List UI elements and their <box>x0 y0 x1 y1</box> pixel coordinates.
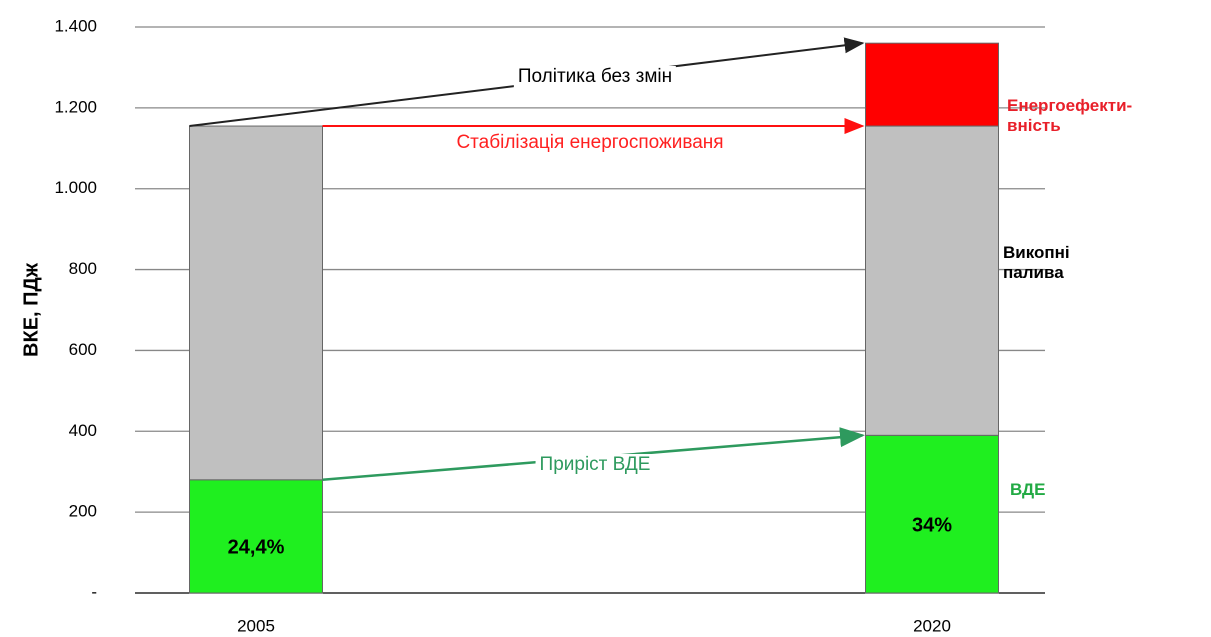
y-tick-label: 600 <box>69 340 97 359</box>
y-tick-label: - <box>91 582 97 601</box>
annotation: Політика без змін <box>513 66 677 88</box>
annotation: Приріст ВДЕ <box>535 454 655 476</box>
y-axis-label: ВКЕ, ПДж <box>20 262 42 357</box>
y-tick-label: 1.400 <box>54 16 97 35</box>
bar-segment <box>865 434 999 594</box>
y-tick-label: 1.000 <box>54 178 97 197</box>
bar-segment <box>189 125 323 481</box>
x-tick-label: 2005 <box>237 616 275 635</box>
y-tick-label: 400 <box>69 421 97 440</box>
bar-segment <box>865 42 999 127</box>
y-tick-label: 800 <box>69 259 97 278</box>
bar-label: 24,4% <box>228 537 285 559</box>
annotation: Стабілізація енергоспоживаня <box>456 132 724 153</box>
y-tick-label: 1.200 <box>54 97 97 116</box>
series-label: ВДЕ <box>1010 480 1046 499</box>
bar-label: 34% <box>912 514 952 536</box>
bar-segment <box>189 479 323 594</box>
series-label: Енергоефекти- вність <box>1007 96 1133 135</box>
x-tick-label: 2020 <box>913 616 951 635</box>
bar-segment <box>865 125 999 436</box>
y-tick-label: 200 <box>69 502 97 521</box>
series-label: Викопні палива <box>1003 243 1070 282</box>
